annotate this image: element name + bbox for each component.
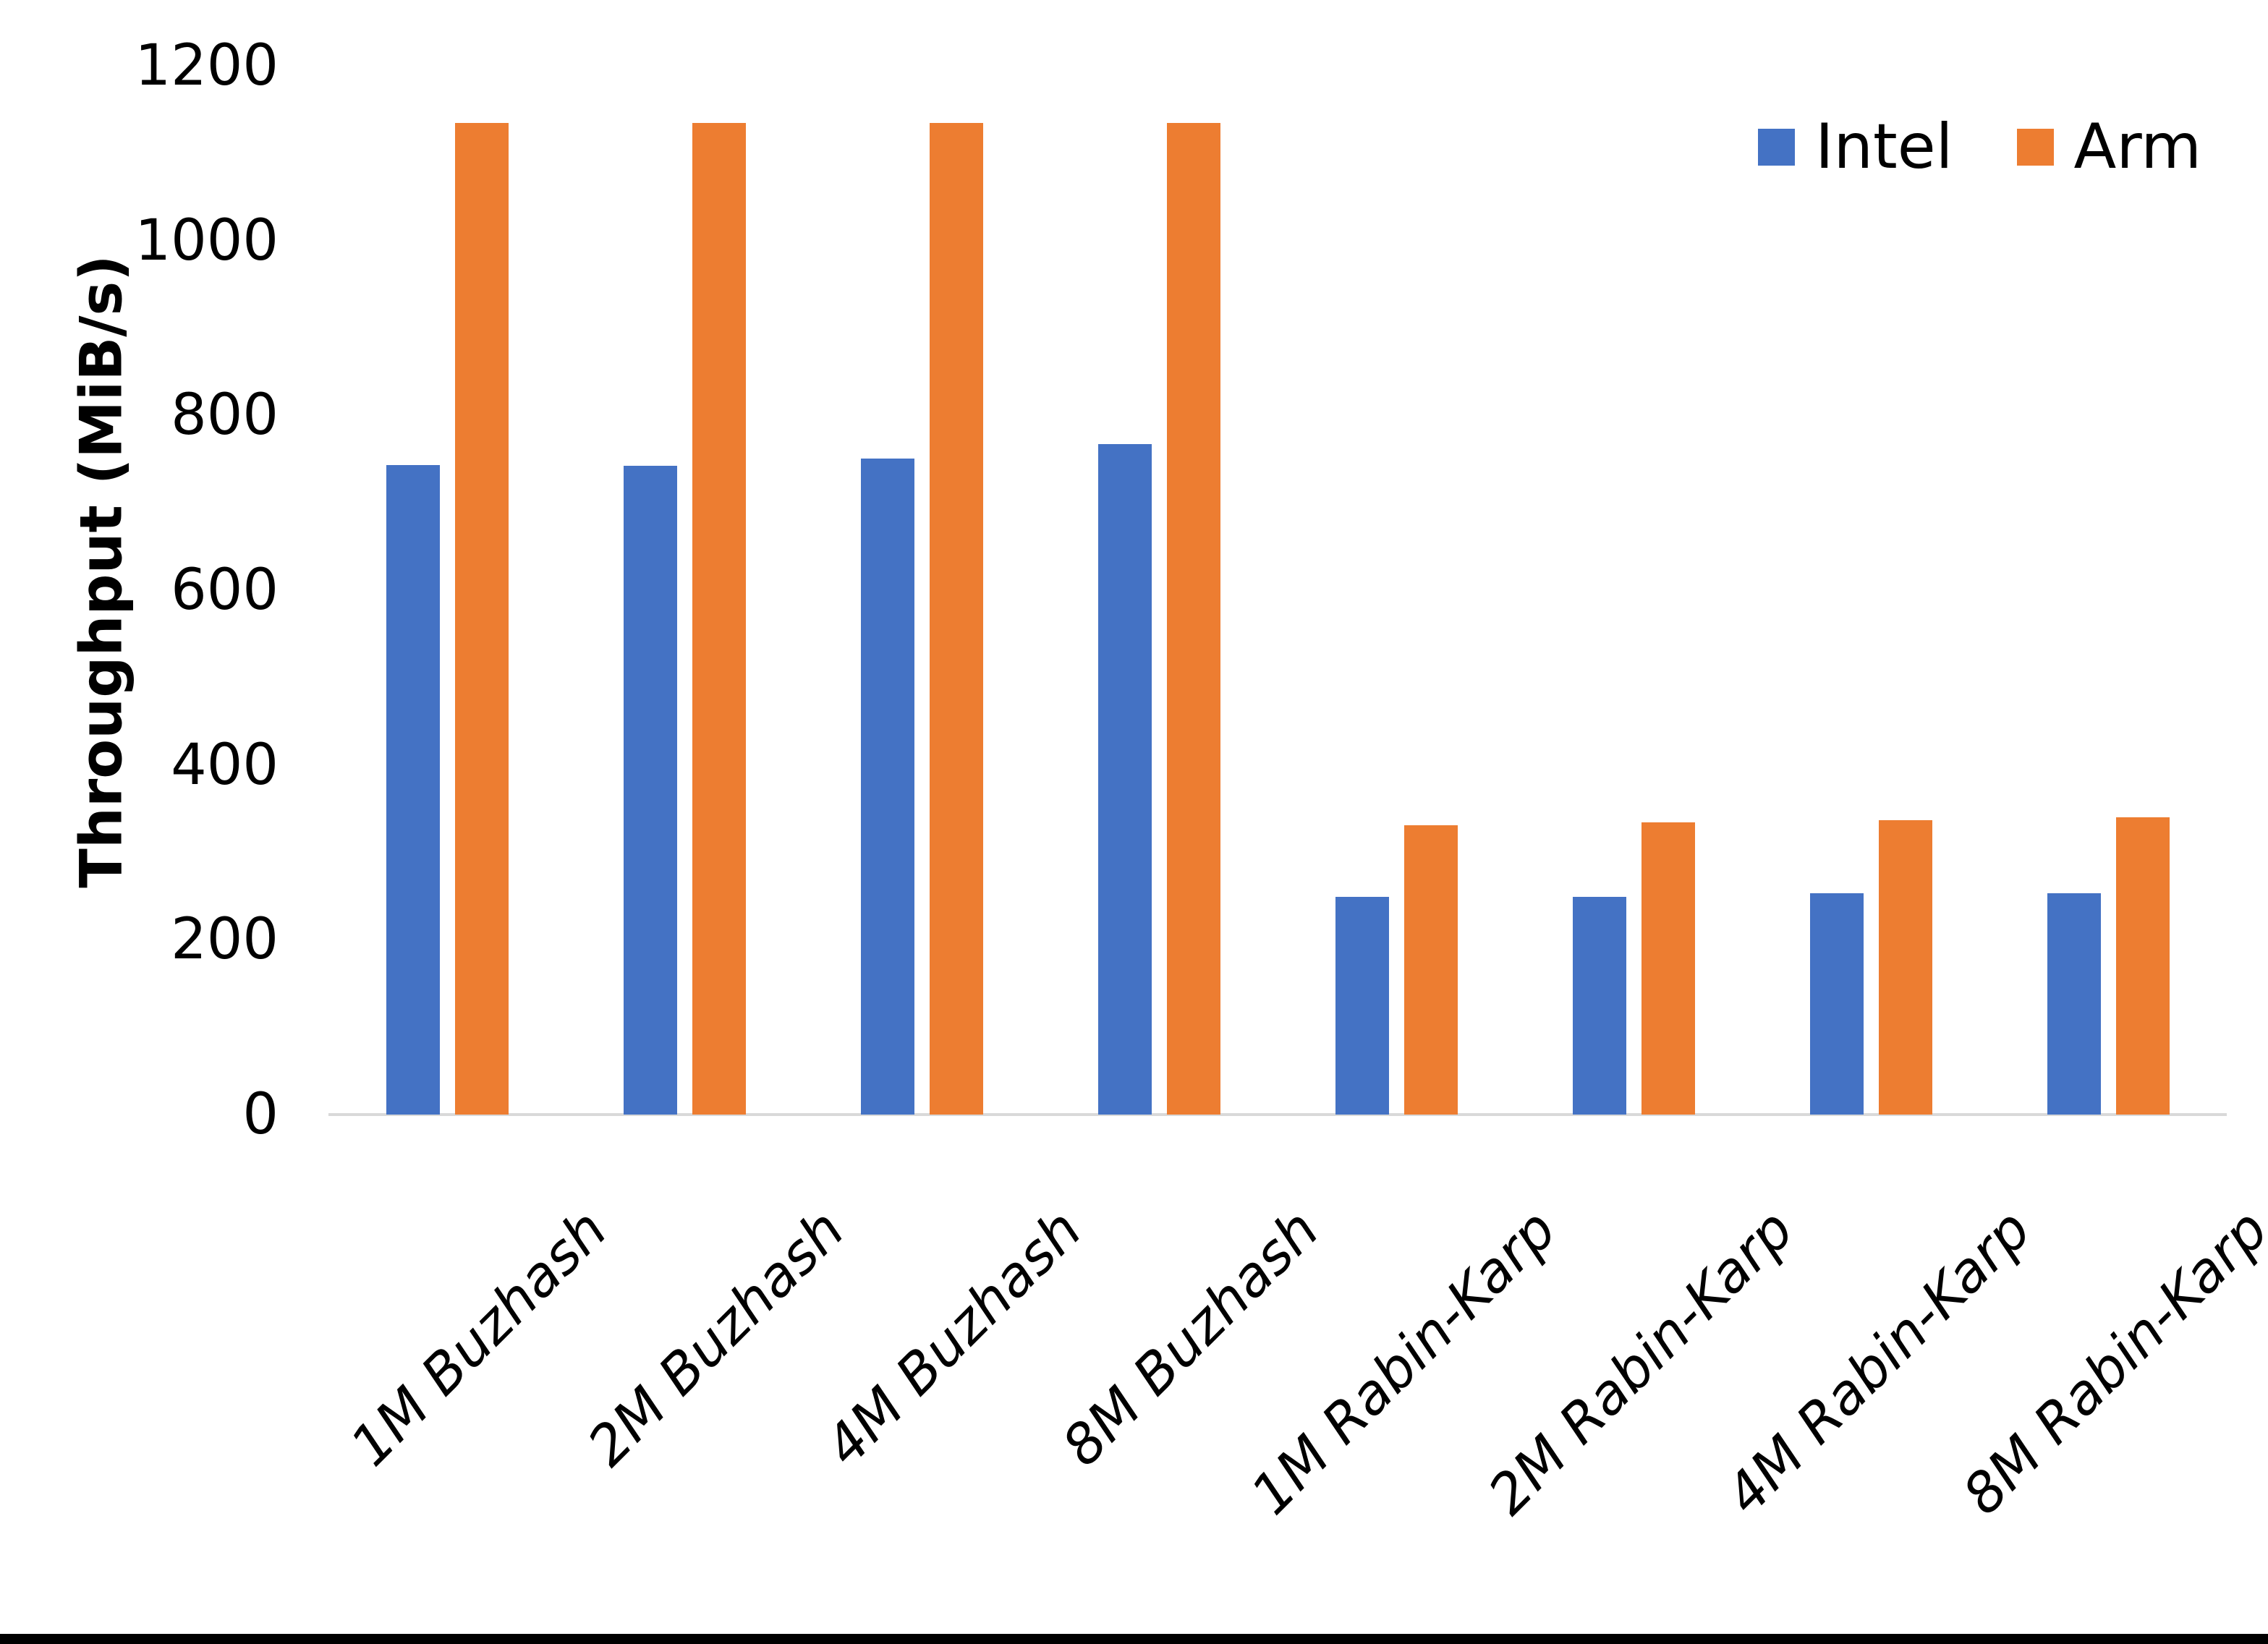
bar-intel-4m-rabin-karp <box>1809 893 1864 1115</box>
y-tick-label-0: 0 <box>242 1082 279 1147</box>
bottom-border <box>0 1634 2268 1644</box>
x-category-label-text: 4M Buzhash <box>812 1197 1094 1478</box>
legend-label-arm: Arm <box>2073 111 2201 183</box>
legend-item-arm: Arm <box>2016 111 2201 183</box>
y-tick-label-1200: 1200 <box>135 33 279 98</box>
bar-intel-8m-rabin-karp <box>2047 893 2101 1115</box>
bar-arm-4m-rabin-karp <box>1878 819 1932 1115</box>
bar-arm-2m-buzhash <box>692 122 746 1115</box>
bar-arm-1m-buzhash <box>454 122 509 1115</box>
legend-swatch-intel <box>1758 128 1796 166</box>
bar-arm-8m-buzhash <box>1166 122 1220 1115</box>
legend: Intel Arm <box>1758 116 2201 178</box>
x-axis-line <box>328 1113 2227 1116</box>
y-tick-label-200: 200 <box>171 907 279 973</box>
x-category-label-text: 1M Buzhash <box>338 1197 619 1478</box>
legend-item-intel: Intel <box>1758 116 1953 178</box>
bar-arm-4m-buzhash <box>929 122 983 1115</box>
legend-swatch-arm <box>2016 128 2054 166</box>
bar-intel-1m-rabin-karp <box>1335 897 1389 1115</box>
x-category-label-text: 2M Buzhash <box>575 1197 857 1478</box>
y-tick-label-800: 800 <box>171 383 279 448</box>
legend-label-intel: Intel <box>1815 111 1953 183</box>
bar-intel-8m-buzhash <box>1097 444 1152 1115</box>
y-tick-label-1000: 1000 <box>135 208 279 273</box>
bar-arm-8m-rabin-karp <box>2115 817 2170 1115</box>
y-tick-label-600: 600 <box>171 558 279 623</box>
bar-intel-2m-rabin-karp <box>1572 897 1626 1115</box>
y-tick-label-400: 400 <box>171 732 279 798</box>
bar-arm-1m-rabin-karp <box>1403 825 1458 1115</box>
bar-arm-2m-rabin-karp <box>1641 822 1695 1115</box>
bar-intel-1m-buzhash <box>386 465 440 1115</box>
bar-intel-4m-buzhash <box>860 458 914 1115</box>
bar-intel-2m-buzhash <box>623 466 677 1115</box>
